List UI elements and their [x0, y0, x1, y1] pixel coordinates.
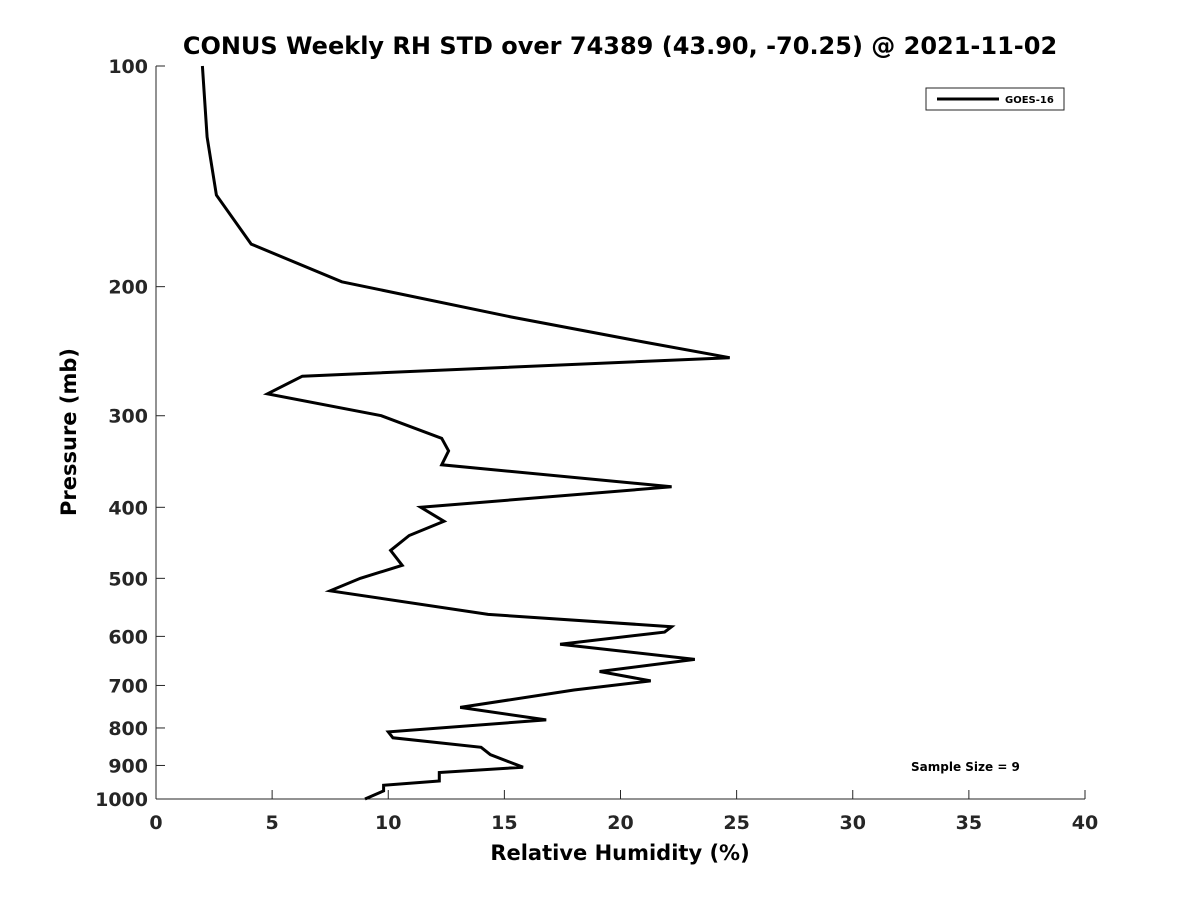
x-axis-label: Relative Humidity (%): [490, 841, 749, 865]
legend-label: GOES-16: [1005, 95, 1054, 106]
legend: GOES-16: [925, 87, 1065, 111]
y-tick-label: 200: [108, 277, 148, 299]
x-tick-label: 40: [1072, 812, 1098, 834]
plot-area: 0 5 10 15 20 25 30 35 40 100 200 300 400 500 600 700 80…: [95, 56, 1098, 834]
x-tick-label: 15: [491, 812, 517, 834]
x-tick-label: 20: [607, 812, 633, 834]
series-line-goes-16: [200, 65, 730, 801]
chart-title: CONUS Weekly RH STD over 74389 (43.90, -…: [183, 32, 1057, 60]
x-tick-label: 0: [149, 812, 162, 834]
x-tick-label: 5: [266, 812, 279, 834]
sample-size-annotation: Sample Size = 9: [911, 760, 1020, 774]
y-tick-label: 500: [108, 568, 148, 590]
y-tick-label: 700: [108, 675, 148, 697]
x-tick-label: 10: [375, 812, 401, 834]
y-tick-label: 1000: [95, 789, 148, 811]
x-tick-label: 30: [840, 812, 866, 834]
x-tick-label: 25: [723, 812, 749, 834]
y-tick-label: 400: [108, 497, 148, 519]
y-tick-label: 900: [108, 755, 148, 777]
x-ticks: 0 5 10 15 20 25 30 35 40: [149, 790, 1098, 834]
y-tick-label: 300: [108, 406, 148, 428]
y-axis-label: Pressure (mb): [57, 348, 81, 516]
y-tick-label: 600: [108, 626, 148, 648]
y-tick-label: 800: [108, 718, 148, 740]
y-tick-label: 100: [108, 56, 148, 78]
y-ticks: 100 200 300 400 500 600 700 800 900 1000: [95, 56, 165, 811]
x-tick-label: 35: [956, 812, 982, 834]
